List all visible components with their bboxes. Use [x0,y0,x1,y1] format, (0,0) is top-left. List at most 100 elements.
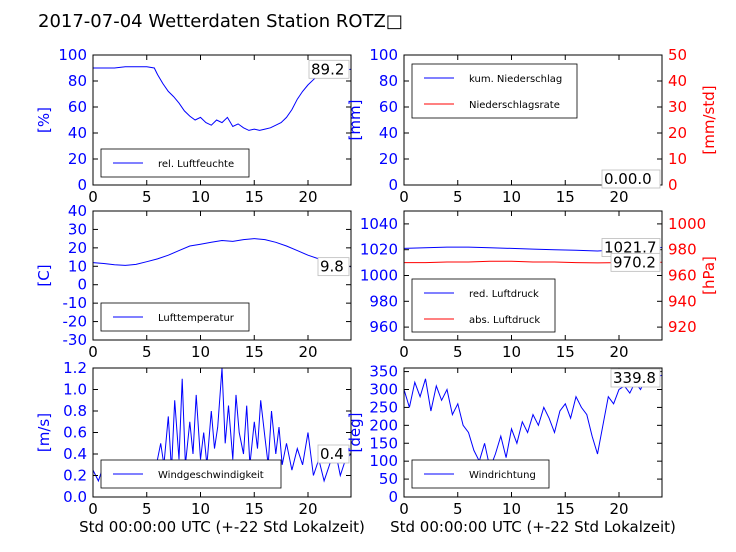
x-tick-label-humidity: 15 [245,188,264,206]
y-tick-label-winddirection: 50 [379,470,398,488]
last-value-winddirection: 339.8 [613,369,656,387]
x-tick-label-temperature: 15 [245,343,264,361]
y-tick-right-label-precipitation: 0 [668,176,678,194]
x-tick-label-temperature: 10 [191,343,210,361]
legend-label-precipitation-0: kum. Niederschlag [469,74,562,85]
x-tick-label-temperature: 20 [298,343,317,361]
x-tick-label-precipitation: 0 [399,188,409,206]
y-axis-label-winddirection: [deg] [346,413,364,453]
legend-label-temperature-0: Lufttemperatur [158,313,235,324]
x-tick-label-windspeed: 5 [142,500,152,518]
legend-pressure: red. Luftdruck abs. Luftdruck [411,278,556,333]
y-tick-label-temperature: -20 [63,313,88,331]
x-tick-label-precipitation: 20 [609,188,628,206]
y-tick-label-precipitation: 100 [369,46,398,64]
y-axis-label-humidity: [%] [35,107,53,133]
y-tick-label-windspeed: 0.8 [63,402,87,420]
y-axis-label-windspeed: [m/s] [35,413,53,452]
y-tick-label-humidity: 20 [68,150,87,168]
y-tick-label-winddirection: 0 [388,488,398,506]
y-tick-label-humidity: 80 [68,72,87,90]
panel-humidity: 0 5 10 15 20 0 20 40 60 80 100 [%] rel. Luftfeuchte 8… [35,46,352,206]
y-tick-right-label-pressure: 940 [668,292,697,310]
legend-winddirection: Windrichtung [411,459,550,489]
legend-temperature: Lufttemperatur [100,302,250,332]
x-tick-label-windspeed: 10 [191,500,210,518]
y-tick-right-label-pressure: 920 [668,318,697,336]
x-tick-label-pressure: 0 [399,343,409,361]
y-tick-label-pressure: 1000 [360,267,398,285]
last-value-box-winddirection [610,368,661,388]
x-tick-label-precipitation: 5 [453,188,463,206]
y-tick-label-temperature: -30 [63,331,88,349]
y-tick-label-pressure: 980 [369,292,398,310]
y-tick-label-pressure: 1040 [360,215,398,233]
x-tick-label-temperature: 5 [142,343,152,361]
y-tick-label-windspeed: 0.0 [63,488,87,506]
y-tick-label-pressure: 1020 [360,241,398,259]
y-tick-label-precipitation: 0 [388,176,398,194]
y-tick-right-label-precipitation: 40 [668,72,687,90]
y-axis-label-right-pressure: [hPa] [700,256,718,295]
y-tick-right-label-pressure: 960 [668,267,697,285]
y-axis-label-precipitation: [mm] [346,100,364,141]
y-tick-label-temperature: 40 [68,202,87,220]
y-tick-right-label-pressure: 1000 [668,215,706,233]
y-tick-label-temperature: 20 [68,239,87,257]
plot-frame-precipitation [403,54,663,186]
x-tick-label-winddirection: 5 [453,500,463,518]
chart-title: 2017-07-04 Wetterdaten Station ROTZ□ [38,11,403,32]
legend-humidity: rel. Luftfeuchte [100,148,250,178]
series-line-humidity-0 [93,66,352,131]
x-tick-label-pressure: 15 [556,343,575,361]
series-line-winddirection-0 [403,374,663,471]
plot-frame-temperature [92,210,352,341]
last-value-box-windspeed [317,444,350,464]
y-tick-label-humidity: 100 [58,46,87,64]
legend-label-precipitation-1: Niederschlagsrate [469,100,560,111]
y-tick-label-windspeed: 0.4 [63,445,87,463]
y-tick-label-humidity: 60 [68,98,87,116]
y-tick-right-label-precipitation: 20 [668,124,687,142]
x-tick-label-humidity: 0 [88,188,98,206]
x-tick-label-pressure: 10 [502,343,521,361]
last-value-precipitation: 0.00.0 [604,170,652,188]
last-value-temperature: 9.8 [320,258,344,276]
y-tick-label-humidity: 0 [77,176,87,194]
y-tick-right-label-precipitation: 10 [668,150,687,168]
y-tick-label-temperature: 0 [77,276,87,294]
legend-box-pressure [411,278,556,333]
y-tick-label-precipitation: 60 [379,98,398,116]
y-tick-label-precipitation: 80 [379,72,398,90]
last-value-box-precipitation [601,169,661,189]
x-tick-label-winddirection: 10 [502,500,521,518]
y-tick-label-temperature: 10 [68,257,87,275]
y-axis-label-right-precipitation: [mm/std] [700,85,718,154]
y-tick-label-winddirection: 250 [369,398,398,416]
x-axis-label-winddirection: Std 00:00:00 UTC (+-22 Std Lokalzeit) [390,518,676,536]
panel-precipitation: 0 5 10 15 20 0 20 40 60 80 100 0 10 20 30 40 50 [mm] [mm/s… [346,46,718,206]
legend-label-pressure-0: red. Luftdruck [469,289,539,300]
x-tick-label-temperature: 0 [88,343,98,361]
panel-pressure: 0 5 10 15 20 960 980 1000 1020 1040 920 940 960 980 10… [360,210,718,361]
legend-label-pressure-1: abs. Luftdruck [469,315,540,326]
y-tick-label-pressure: 960 [369,318,398,336]
legend-box-winddirection [411,459,550,489]
y-tick-label-winddirection: 350 [369,363,398,381]
y-tick-right-label-precipitation: 50 [668,46,687,64]
legend-label-windspeed-0: Windgeschwindigkeit [158,470,264,481]
y-tick-label-windspeed: 0.2 [63,467,87,485]
x-tick-label-windspeed: 15 [245,500,264,518]
x-tick-label-winddirection: 20 [609,500,628,518]
y-tick-label-windspeed: 0.6 [63,424,87,442]
y-tick-label-windspeed: 1.2 [63,359,87,377]
y-tick-right-label-precipitation: 30 [668,98,687,116]
last-value-humidity: 89.2 [311,60,344,78]
series-line-temperature-0 [92,238,352,268]
legend-label-winddirection-0: Windrichtung [469,470,536,481]
x-tick-label-precipitation: 15 [556,188,575,206]
panel-windspeed: 0 5 10 15 20 0.0 0.2 0.4 0.6 0.8 1.0 1.2 [m/s] Std 00… [35,359,365,536]
y-tick-right-label-pressure: 980 [668,241,697,259]
